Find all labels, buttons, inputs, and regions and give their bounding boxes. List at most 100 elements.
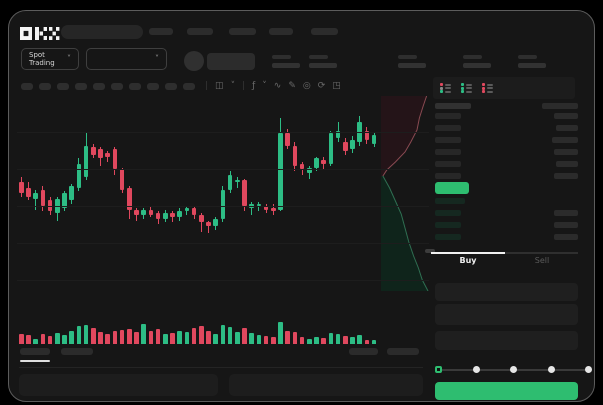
buy-submit-button[interactable] [435,382,578,400]
candle-body [148,209,154,216]
amount-cell [554,113,578,119]
candle-body [371,134,377,144]
book-bids-icon[interactable] [461,82,473,94]
market-type-select[interactable]: Spot Trading ˅ [21,48,79,70]
stat-label [309,55,328,59]
search-input[interactable] [61,25,143,39]
slider-stop[interactable] [585,366,592,373]
nav-item[interactable] [311,28,338,35]
total-field[interactable] [435,331,578,350]
candle-body [134,209,139,216]
indicator-icon[interactable]: ƒ [252,80,256,91]
slider-handle[interactable] [435,366,442,373]
nav-item[interactable] [187,28,213,35]
refresh-icon[interactable]: ⟳ [317,80,326,91]
panel-resize-handle[interactable] [425,249,435,253]
candle [62,191,67,212]
price-cell [435,103,471,109]
timeframe-button[interactable] [147,83,159,90]
timeframe-button[interactable] [129,83,141,90]
timeframe-button[interactable] [57,83,69,90]
tab-sell[interactable]: Sell [534,256,550,265]
bottom-action[interactable] [349,348,378,355]
volume-bar [307,338,312,344]
nav-item[interactable] [149,28,173,35]
pair-select[interactable]: ˅ [86,48,167,70]
candle-wick [366,127,368,144]
bottom-divider [19,367,423,368]
orderbook-toolbar [433,77,575,99]
candle-wick [193,205,195,219]
timeframe-button[interactable] [93,83,105,90]
candle-wick [251,202,253,216]
volume-bar [191,327,197,344]
nav-item[interactable] [229,28,256,35]
timeframe-button[interactable] [183,83,195,90]
timeframe-button[interactable] [75,83,87,90]
candle-body [26,187,31,197]
pair-avatar[interactable] [184,51,204,71]
candle-wick [186,205,188,216]
candle [91,143,96,159]
volume-bar [19,333,24,344]
amount-cell [554,149,578,155]
volume-bar [141,323,146,344]
candle-wick [92,143,94,159]
candle [141,207,146,219]
candle [199,213,204,232]
candle-body [213,218,218,227]
book-asks-icon[interactable] [482,82,494,94]
candle-wick [99,147,101,166]
candle [328,130,334,166]
stat-label [272,55,291,59]
nav-item[interactable] [269,28,293,35]
volume-bar [256,335,262,344]
book-both-icon[interactable] [440,82,452,94]
chevron-down-icon[interactable]: ˅ [230,80,236,91]
candle-wick [359,116,361,146]
candle-wick [20,176,22,197]
volume-bar [371,340,377,344]
camera-icon[interactable]: ◎ [302,80,311,91]
top-nav [9,28,594,35]
slider-stop[interactable] [472,366,480,373]
candle [19,176,24,197]
candle [26,182,31,201]
chevron-down-icon[interactable]: ˅ [262,80,267,91]
volume-bar [47,335,53,344]
candle-wick [107,151,109,163]
stat-label [518,55,537,59]
stat-value [272,63,300,68]
fullscreen-icon[interactable]: ◳ [332,80,341,91]
divider: | [242,81,246,91]
slider-stop[interactable] [510,366,517,373]
amount-field[interactable] [435,304,578,325]
slider-stop[interactable] [547,366,555,373]
volume-bar [148,330,154,344]
timeframe-button[interactable] [111,83,123,90]
price-cell [435,210,461,216]
candle-wick [323,156,325,170]
pair-name-placeholder [207,53,255,70]
volume-bar [184,332,190,344]
stat-label [463,55,482,59]
bottom-tab[interactable] [20,348,50,355]
bottom-tab[interactable] [61,348,93,355]
ticker-stat [398,53,428,69]
order-history-panel [229,374,423,396]
draw-icon[interactable]: ✎ [288,80,296,91]
timeframe-button[interactable] [21,83,33,90]
chart-tools: | ◫ ˅ | ƒ ˅ ∿ ✎ ◎ ⟳ ◳ [205,79,341,93]
line-style-icon[interactable]: ∿ [273,80,282,91]
interval-icon[interactable]: ◫ [215,80,224,91]
timeframe-button[interactable] [165,83,177,90]
candle [206,220,211,234]
bottom-action[interactable] [387,348,419,355]
price-field[interactable] [435,283,578,301]
candle-body [199,215,204,223]
candle-body [292,145,298,166]
candle [292,141,298,172]
tab-buy[interactable]: Buy [459,256,477,265]
timeframe-button[interactable] [39,83,51,90]
